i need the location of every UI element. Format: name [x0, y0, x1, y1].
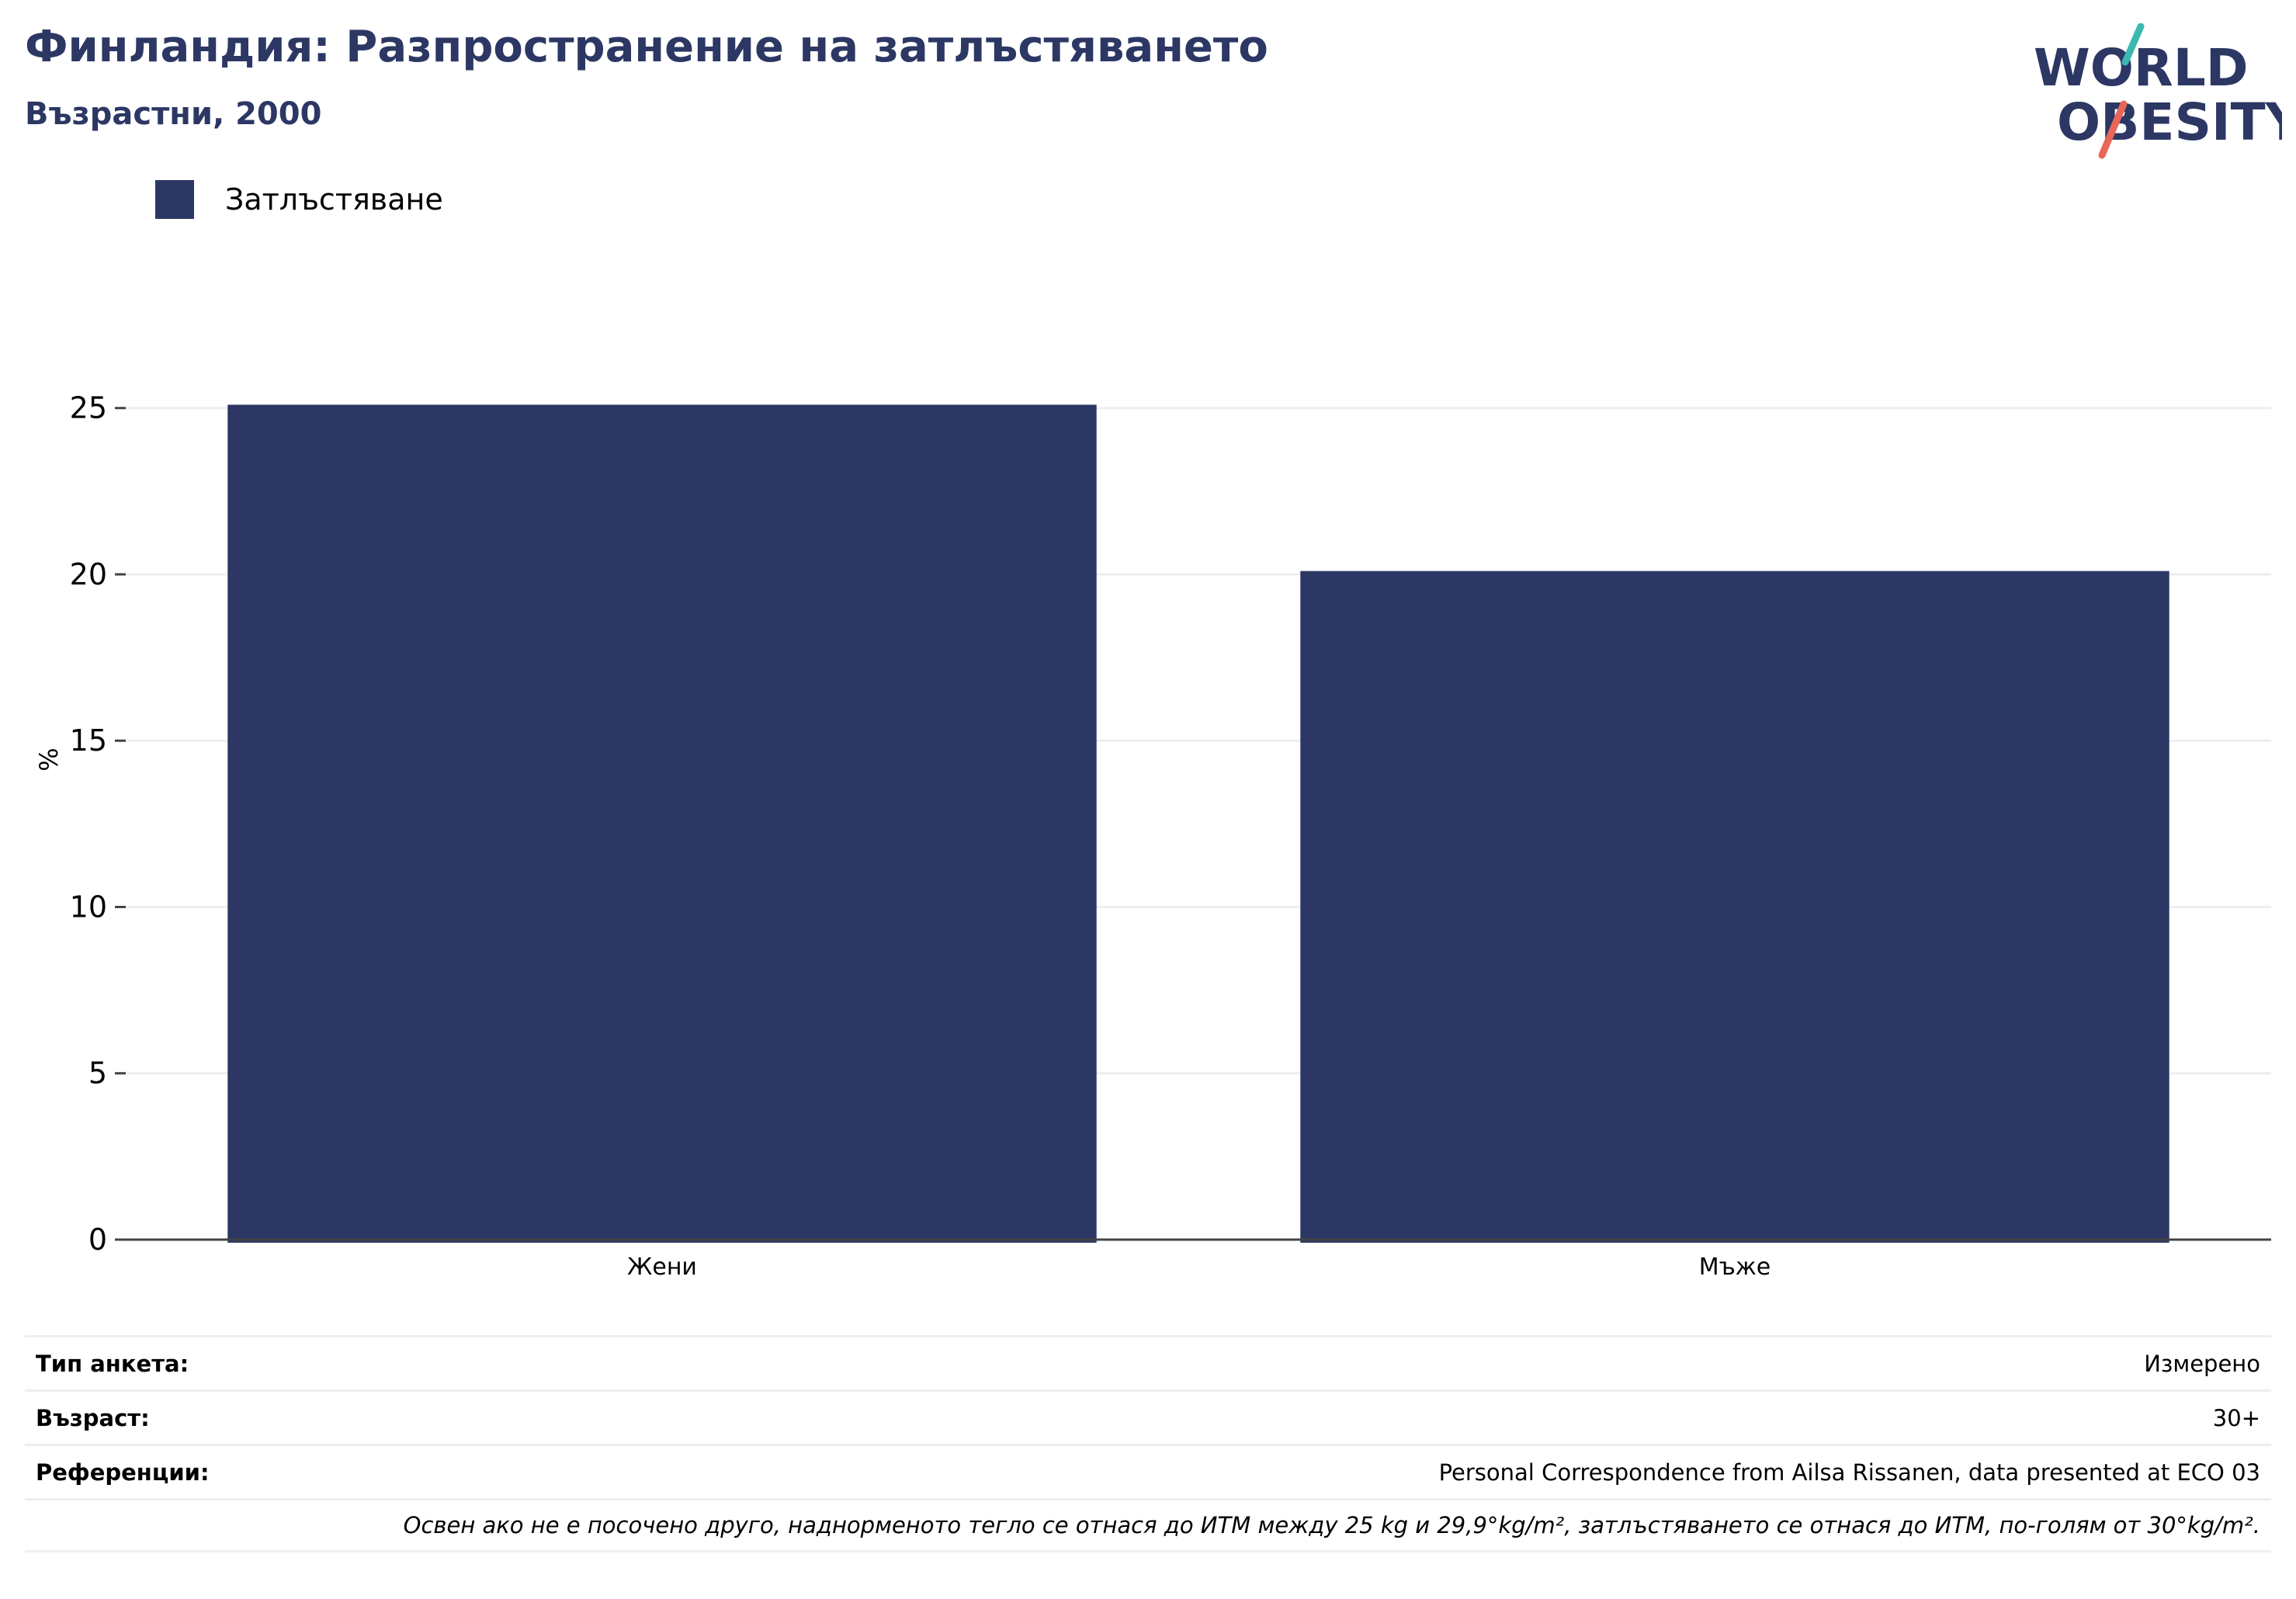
info-row-survey-type: Тип анкета: Измерено: [25, 1335, 2271, 1389]
logo-text-obesity: OBESITY: [2057, 92, 2282, 152]
definition-note: Освен ако не е посочено друго, наднормен…: [403, 1512, 2260, 1538]
info-table: Тип анкета: Измерено Възраст: 30+ Рефере…: [25, 1335, 2271, 1552]
x-category-label: Мъже: [1699, 1254, 1771, 1281]
y-axis-label: %: [34, 747, 64, 771]
info-row-references: Референции: Personal Correspondence from…: [25, 1444, 2271, 1498]
bar-chart: 0 5 10 15 20 25 Жени Мъже%: [34, 391, 2271, 1281]
chart-title: Финландия: Разпространение на затлъстява…: [25, 22, 1268, 72]
legend-label: Затлъстяване: [225, 182, 443, 217]
survey-type-value: Измерено: [2144, 1350, 2260, 1377]
y-tick-label: 15: [70, 723, 107, 758]
x-category-label: Жени: [627, 1254, 697, 1281]
info-row-note: Освен ако не е посочено друго, наднормен…: [25, 1498, 2271, 1552]
y-tick-label: 5: [88, 1056, 107, 1091]
chart-subtitle: Възрастни, 2000: [25, 96, 322, 132]
y-tick-label: 20: [70, 557, 107, 591]
y-tick-label: 0: [88, 1223, 107, 1257]
references-label: Референции:: [36, 1459, 210, 1486]
age-value: 30+: [2212, 1404, 2260, 1431]
logo-coral-stroke: [2098, 100, 2128, 159]
y-tick-label: 25: [70, 391, 107, 425]
legend[interactable]: Затлъстяване: [155, 180, 443, 219]
logo-teal-stroke: [2121, 23, 2145, 66]
info-row-age: Възраст: 30+: [25, 1389, 2271, 1444]
y-tick-label: 10: [70, 890, 107, 924]
logo-text-world: WORLD: [2034, 38, 2249, 98]
legend-swatch: [155, 180, 194, 219]
bar: [1300, 571, 2169, 1243]
survey-type-label: Тип анкета:: [36, 1350, 189, 1377]
age-label: Възраст:: [36, 1404, 150, 1431]
bar: [227, 404, 1097, 1243]
references-value: Personal Correspondence from Ailsa Rissa…: [1438, 1459, 2260, 1486]
world-obesity-logo: WORLD OBESITY: [2026, 23, 2296, 163]
